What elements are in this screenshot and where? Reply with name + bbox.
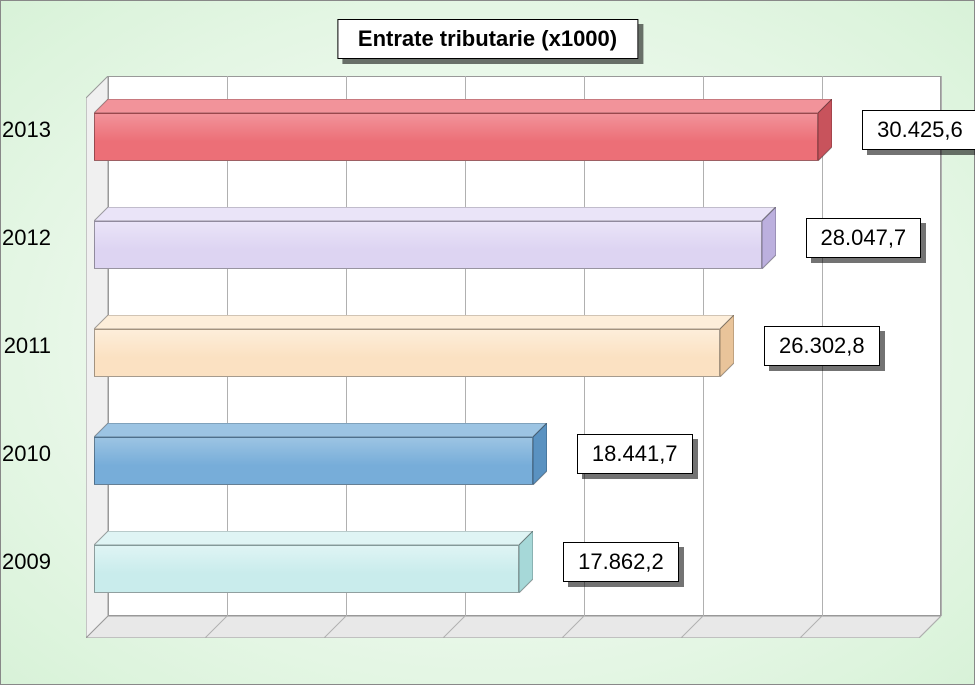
floor-grid-line — [919, 616, 943, 638]
y-axis-label: 2010 — [2, 441, 51, 467]
value-label: 30.425,6 — [862, 110, 975, 150]
value-label: 26.302,8 — [764, 326, 880, 366]
bar-side-face — [720, 315, 734, 377]
value-label: 17.862,2 — [563, 542, 679, 582]
floor-grid-line — [205, 616, 229, 638]
grid-line — [941, 76, 942, 616]
bar-front-face — [94, 113, 818, 161]
bar-side-face — [762, 207, 776, 269]
bar-front-face — [94, 329, 720, 377]
bar-front-face — [94, 221, 762, 269]
bar-top-face — [94, 531, 533, 545]
chart-title: Entrate tributarie (x1000) — [337, 19, 638, 59]
bar-top-face — [94, 315, 734, 329]
bar-top-face — [94, 423, 547, 437]
bar-front-face — [94, 545, 519, 593]
y-axis-label: 2013 — [2, 117, 51, 143]
chart-container: Entrate tributarie (x1000) 2013201220112… — [0, 0, 975, 685]
bar-front-face — [94, 437, 533, 485]
y-axis-label: 2012 — [2, 225, 51, 251]
bar-side-face — [818, 99, 832, 161]
y-axis-label: 2009 — [2, 549, 51, 575]
value-label: 18.441,7 — [577, 434, 693, 474]
floor-grid-line — [681, 616, 705, 638]
y-axis-label: 2011 — [4, 333, 51, 359]
bar-side-face — [533, 423, 547, 485]
plot-area: 20132012201120102009 30.425,628.047,726.… — [86, 76, 941, 651]
floor-grid-line — [800, 616, 824, 638]
bar-top-face — [94, 207, 776, 221]
bar-top-face — [94, 99, 832, 113]
floor-grid-line — [443, 616, 467, 638]
floor-grid-line — [562, 616, 586, 638]
bar-side-face — [519, 531, 533, 593]
floor-grid-line — [324, 616, 348, 638]
value-label: 28.047,7 — [806, 218, 922, 258]
